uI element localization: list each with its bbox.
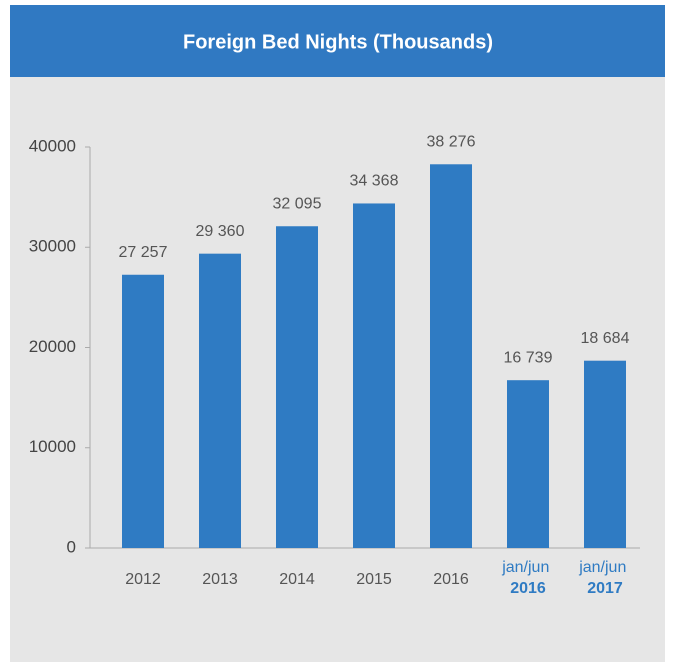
y-tick-label: 30000	[29, 237, 76, 256]
panel	[10, 77, 665, 662]
bar	[507, 380, 549, 548]
x-tick-label: 2013	[202, 571, 238, 588]
bar	[276, 226, 318, 548]
y-tick-label: 40000	[29, 136, 76, 155]
x-tick-label: 2014	[279, 571, 315, 588]
x-tick-label: 2015	[356, 571, 392, 588]
value-label: 18 684	[581, 330, 630, 347]
x-tick-label: jan/jun 2016	[501, 559, 554, 597]
value-label: 32 095	[273, 195, 322, 212]
x-tick-label: 2016	[433, 571, 469, 588]
bar	[584, 360, 626, 548]
value-label: 16 739	[504, 349, 553, 366]
value-label: 27 257	[119, 244, 168, 261]
bar	[430, 164, 472, 549]
header	[10, 5, 665, 77]
bar	[122, 274, 164, 548]
x-tick-label: 2012	[125, 571, 161, 588]
value-label: 29 360	[196, 223, 245, 240]
y-tick-label: 0	[67, 537, 76, 556]
y-tick-label: 20000	[29, 337, 76, 356]
y-tick-label: 10000	[29, 437, 76, 456]
x-tick-label: jan/jun 2017	[578, 559, 631, 597]
value-label: 34 368	[350, 173, 399, 190]
value-label: 38 276	[427, 134, 476, 151]
bar	[353, 203, 395, 548]
bar	[199, 253, 241, 548]
chart-title: Foreign Bed Nights (Thousands)	[183, 31, 493, 53]
